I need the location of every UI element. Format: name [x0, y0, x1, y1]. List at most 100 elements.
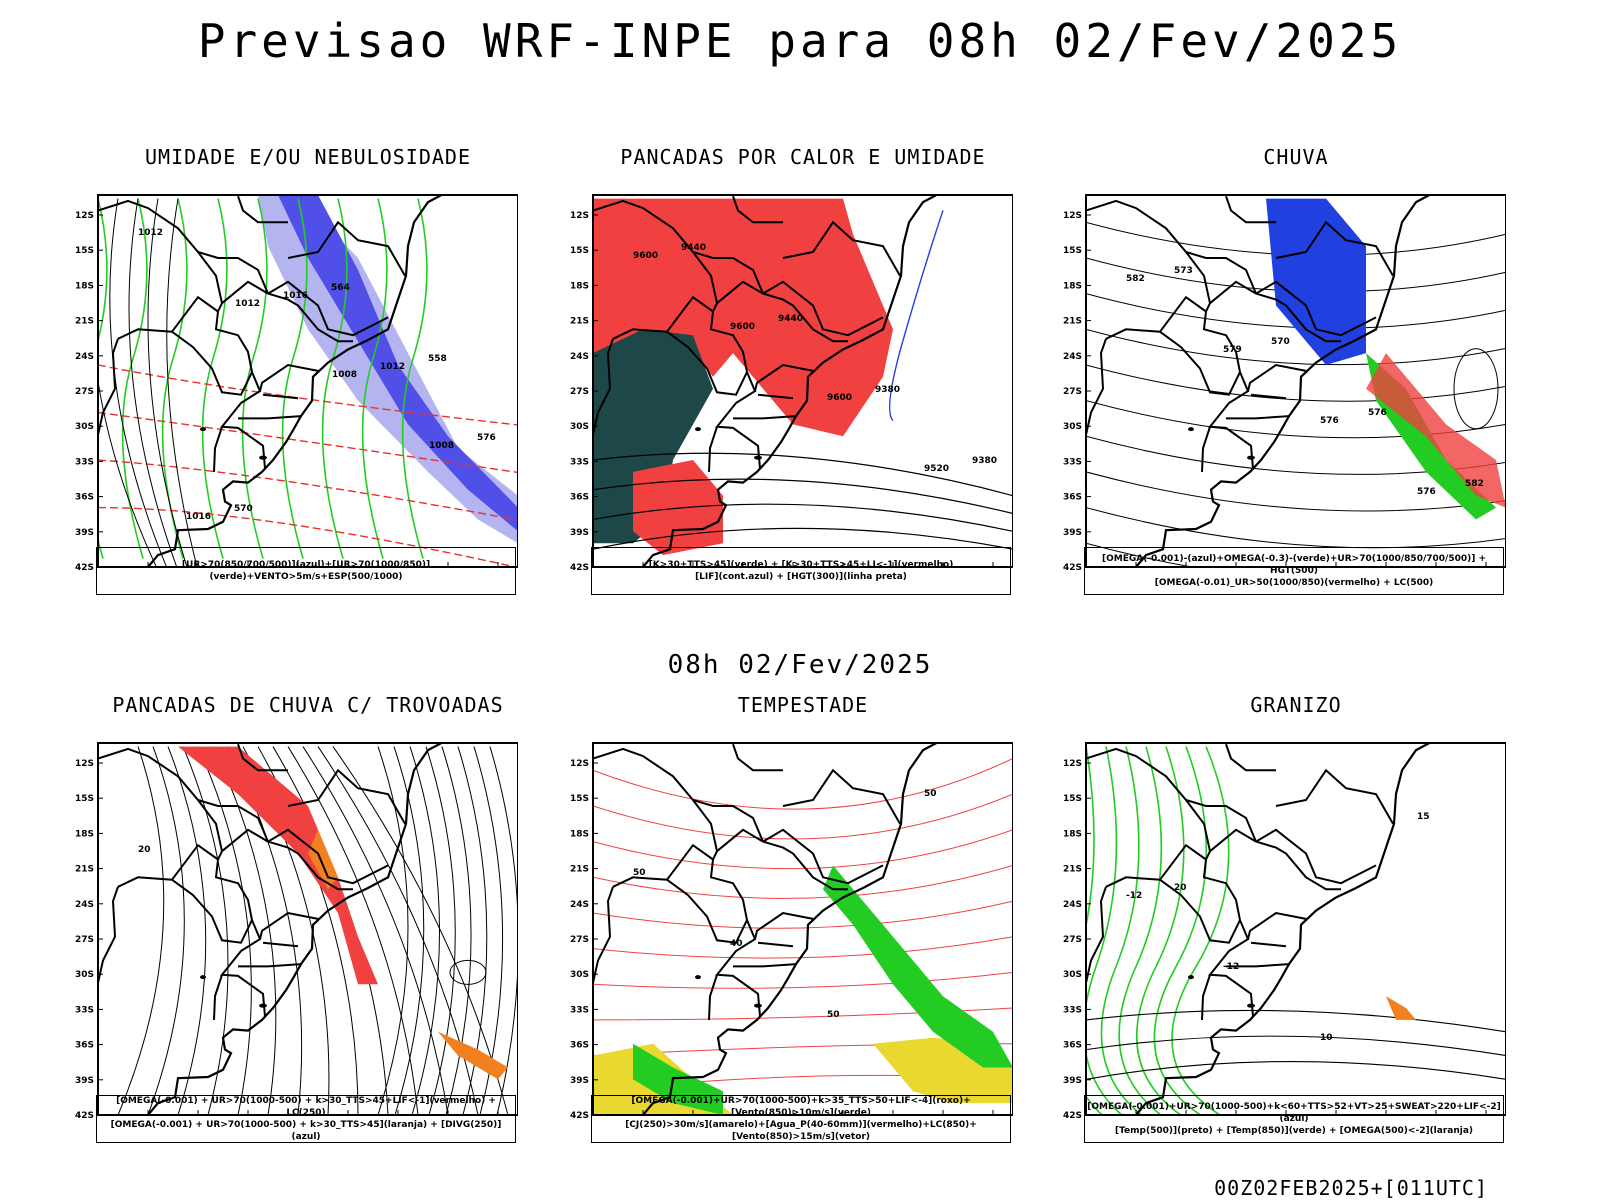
political-border	[1159, 843, 1207, 881]
temp500-contour	[1086, 1061, 1506, 1080]
political-border	[237, 743, 288, 772]
lake-marker	[754, 1003, 762, 1008]
contour-label: 9600	[827, 393, 852, 403]
panel-legend: [OMEGA(-0.001)+UR>70(1000-500)+k<60+TTS>…	[1084, 1095, 1504, 1143]
political-border	[267, 280, 389, 337]
atlantic-coastline	[641, 743, 939, 1115]
panel-heat-showers: PANCADAS POR CALOR E UMIDADE 9600 9600 9600…	[543, 145, 1013, 615]
lat-tick-label: 27S	[75, 935, 94, 945]
lat-tick-label: 36S	[570, 493, 589, 503]
map-storm: 50 40 50 50 12S 15S 18S 21S 24S 27S 30S 33S 36S 39S 42…	[570, 742, 1013, 1118]
lat-tick-label: 42S	[1063, 563, 1082, 570]
political-border	[666, 843, 714, 881]
low-pressure-contour	[1453, 348, 1499, 430]
political-border	[1255, 292, 1341, 343]
lat-tick-label: 15S	[570, 246, 589, 256]
contour-label: 558	[428, 354, 447, 364]
streamline	[1086, 364, 1506, 402]
political-border	[1250, 941, 1287, 948]
showers-orange-field-sea	[438, 1031, 508, 1080]
contour-label: 570	[234, 504, 253, 514]
political-border	[1086, 199, 1212, 312]
streamline	[212, 746, 277, 1115]
lat-tick-label: 39S	[1063, 528, 1082, 538]
political-border	[214, 859, 266, 1017]
atlantic-coastline	[641, 195, 939, 567]
political-border	[666, 295, 714, 333]
political-border	[757, 393, 794, 400]
lake-marker	[259, 455, 267, 460]
showers-red-field	[178, 746, 378, 985]
legend-line: [OMEGA(-0.001) + UR>70(1000-500) + k>30_…	[116, 1096, 496, 1118]
atlantic-coastline	[1134, 195, 1432, 567]
contour-label: 10	[1320, 1033, 1333, 1043]
contour-label: 9600	[633, 251, 658, 261]
political-border	[593, 747, 719, 860]
political-border	[1255, 840, 1341, 891]
lat-tick-label: 24S	[570, 900, 589, 910]
lat-tick-label: 18S	[570, 829, 589, 839]
lat-tick-label: 42S	[75, 563, 94, 570]
map-hail: -12 -12 10 15 20 12S 15S 18S 21S 24S 27S 30S 33S 36S 3…	[1063, 742, 1506, 1118]
political-border	[762, 280, 884, 337]
humidity-green-contour	[201, 198, 228, 559]
lat-tick-label: 33S	[75, 1005, 94, 1015]
lat-tick-label: 21S	[1063, 865, 1082, 875]
omega-orange-field	[1386, 996, 1416, 1020]
legend-line: [UR>70(850/700/500)](azul)+[UR>70(1000/8…	[181, 560, 431, 582]
contour-label: 576	[1368, 408, 1387, 418]
lat-tick-label: 27S	[1063, 935, 1082, 945]
streamline	[1086, 471, 1506, 512]
lat-tick-label: 12S	[75, 211, 94, 221]
contour-label: 9440	[681, 243, 706, 253]
temp500-contour	[1086, 1035, 1506, 1057]
political-border	[708, 426, 718, 472]
map-frame	[1085, 742, 1506, 1116]
contour-label: 9380	[875, 385, 900, 395]
map-frame	[592, 742, 1013, 1116]
political-border	[612, 328, 748, 396]
lat-tick-label: 18S	[75, 281, 94, 291]
lat-tick-label: 30S	[570, 970, 589, 980]
panel-title: PANCADAS POR CALOR E UMIDADE	[620, 145, 986, 169]
political-border	[716, 828, 764, 852]
model-run-label: 00Z02FEB2025+[011UTC]	[1214, 1176, 1488, 1200]
panel-legend: [OMEGA(-0.001) + UR>70(1000-500) + k>30_…	[96, 1095, 516, 1143]
rain-red-field	[1366, 353, 1506, 508]
lat-tick-label: 42S	[75, 1111, 94, 1118]
lat-tick-label: 36S	[570, 1041, 589, 1051]
lat-tick-label: 39S	[570, 528, 589, 538]
lat-tick-label: 30S	[1063, 422, 1082, 432]
streamline	[287, 746, 419, 1115]
political-border	[754, 363, 814, 392]
lat-tick-label: 24S	[75, 900, 94, 910]
lat-tick-label: 33S	[570, 457, 589, 467]
lake-marker	[754, 455, 762, 460]
humidity-green-contour	[281, 198, 308, 559]
political-border	[1185, 799, 1257, 842]
streamline	[1086, 328, 1506, 366]
lat-tick-label: 36S	[75, 493, 94, 503]
lat-tick-label: 21S	[570, 865, 589, 875]
political-border	[221, 828, 269, 852]
lat-tick-label: 27S	[570, 935, 589, 945]
lat-tick-label: 12S	[570, 211, 589, 221]
political-border	[692, 799, 764, 842]
atlantic-coastline	[146, 743, 444, 1115]
lat-tick-label: 15S	[1063, 246, 1082, 256]
lat-tick-label: 42S	[570, 1111, 589, 1118]
contour-label: 50	[633, 868, 646, 878]
lat-tick-label: 30S	[75, 970, 94, 980]
pressure-contour	[128, 198, 178, 567]
panel-title: GRANIZO	[1250, 693, 1342, 717]
precip-water-contour	[593, 757, 1013, 810]
thickness-red-contour	[98, 506, 518, 567]
lat-tick-label: 21S	[75, 865, 94, 875]
legend-line: [CJ(250)>30m/s](amarelo)+[Agua_P(40-60mm…	[625, 1120, 977, 1142]
lat-tick-label: 36S	[75, 1041, 94, 1051]
legend-line: [OMEGA(-0.001)+UR>70(1000-500)+k>35_TTS>…	[631, 1096, 971, 1118]
political-border	[1201, 974, 1211, 1020]
political-border	[197, 251, 269, 294]
contour-label: 50	[827, 1010, 840, 1020]
thickness-red-contour	[98, 459, 518, 521]
